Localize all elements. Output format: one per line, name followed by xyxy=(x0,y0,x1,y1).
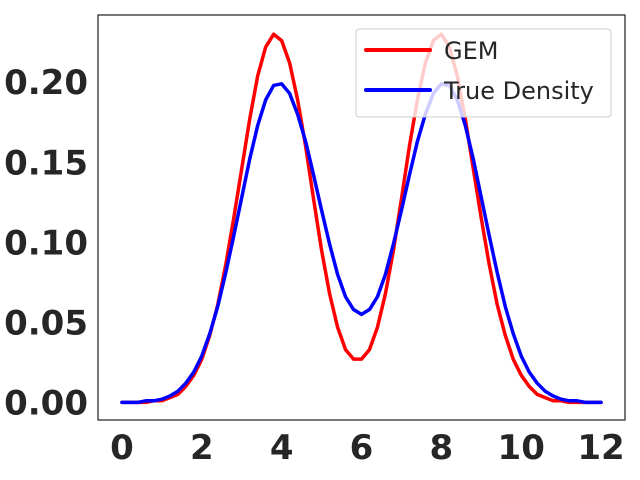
x-tick-label: 2 xyxy=(190,428,214,468)
x-tick-labels: 0 2 4 6 8 10 12 xyxy=(110,428,625,468)
y-tick-label: 0.20 xyxy=(4,63,88,103)
x-tick-label: 6 xyxy=(350,428,374,468)
legend-label: True Density xyxy=(443,77,594,105)
x-tick-label: 0 xyxy=(110,428,134,468)
x-tick-label: 12 xyxy=(577,428,624,468)
series-layer xyxy=(120,32,603,405)
x-tick-label: 4 xyxy=(270,428,294,468)
y-tick-label: 0.10 xyxy=(4,223,88,263)
x-tick-label: 10 xyxy=(498,428,545,468)
y-tick-label: 0.00 xyxy=(4,383,88,423)
series-line-true-density xyxy=(120,82,603,405)
legend-label: GEM xyxy=(444,37,498,65)
y-tick-label: 0.05 xyxy=(4,303,88,343)
y-tick-label: 0.15 xyxy=(4,143,88,183)
y-tick-labels: 0.00 0.05 0.10 0.15 0.20 xyxy=(4,63,88,423)
x-tick-label: 8 xyxy=(429,428,453,468)
plot-frame xyxy=(97,14,626,421)
legend: GEM True Density xyxy=(355,28,612,118)
